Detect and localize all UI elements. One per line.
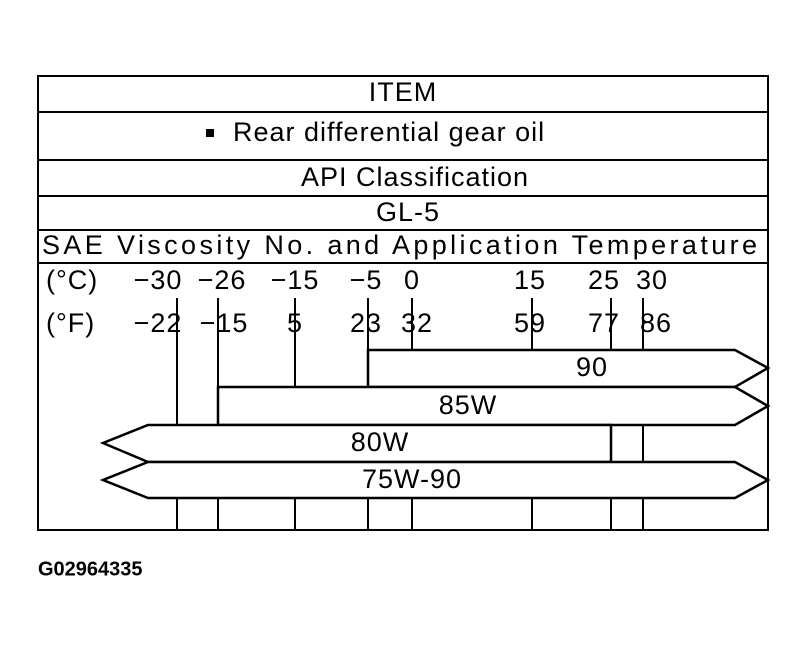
celsius-tick: 15 (514, 265, 546, 295)
grade-arrow (99, 460, 771, 500)
grade-arrow (366, 348, 771, 389)
celsius-tick: 25 (588, 265, 620, 295)
fahrenheit-tick: 86 (640, 308, 672, 338)
celsius-tick: −15 (271, 265, 320, 295)
row-text: API Classification (301, 162, 529, 192)
row-text: GL-5 (376, 197, 440, 227)
grade-label: 75W-90 (362, 464, 462, 494)
fahrenheit-tick: −15 (200, 308, 249, 338)
grade-arrow (216, 385, 771, 427)
celsius-tick: −26 (198, 265, 247, 295)
celsius-tick: 0 (404, 265, 420, 295)
unit-label: (°C) (46, 265, 98, 295)
row-text: SAE Viscosity No. and Application Temper… (42, 230, 758, 260)
celsius-tick: −30 (134, 265, 183, 295)
fahrenheit-tick: 77 (588, 308, 620, 338)
figure-id: G02964335 (38, 558, 143, 580)
bullet (206, 129, 214, 137)
fahrenheit-tick: −22 (134, 308, 183, 338)
grade-label: 90 (576, 352, 608, 382)
row-dividers (38, 111, 768, 264)
celsius-tick: 30 (636, 265, 668, 295)
fahrenheit-tick: 59 (514, 308, 546, 338)
fahrenheit-tick: 23 (350, 308, 382, 338)
celsius-tick: −5 (350, 265, 383, 295)
grade-label: 85W (439, 390, 498, 420)
fahrenheit-tick: 32 (401, 308, 433, 338)
fahrenheit-tick: 5 (287, 308, 303, 338)
frame (37, 75, 769, 531)
row-text: ITEM (369, 77, 438, 107)
grade-label: 80W (351, 427, 410, 457)
row-text: Rear differential gear oil (233, 117, 545, 147)
unit-label: (°F) (46, 308, 95, 338)
